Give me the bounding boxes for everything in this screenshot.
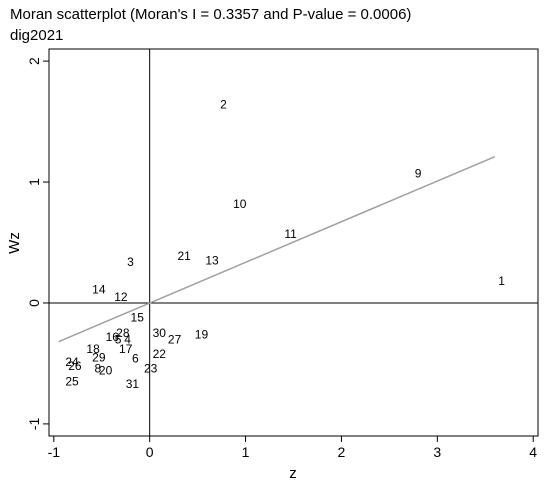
chart-subtitle: dig2021 [10, 27, 64, 44]
point-label-29: 29 [92, 350, 106, 364]
point-label-18: 18 [86, 342, 100, 356]
x-tick-label: 2 [338, 444, 346, 460]
point-label-2: 2 [220, 98, 227, 112]
point-label-30: 30 [153, 326, 167, 340]
y-tick-label: 2 [26, 57, 42, 65]
point-label-10: 10 [233, 197, 247, 211]
fit-line-group [58, 155, 496, 343]
x-axis: -1 0 1 2 3 4 [48, 436, 537, 460]
x-tick-label: -1 [48, 444, 61, 460]
y-tick-label: 0 [26, 299, 42, 307]
y-tick-label: -1 [26, 417, 42, 430]
point-label-12: 12 [114, 290, 128, 304]
point-label-17: 17 [119, 342, 133, 356]
point-label-26: 26 [68, 359, 82, 373]
x-tick-label: 3 [433, 444, 441, 460]
x-tick-label: 1 [242, 444, 250, 460]
point-label-21: 21 [178, 249, 192, 263]
point-label-14: 14 [92, 283, 106, 297]
point-label-8: 8 [95, 361, 102, 375]
point-label-25: 25 [65, 375, 79, 389]
plot-frame [48, 48, 539, 437]
y-tick-label: 1 [26, 178, 42, 186]
point-label-23: 23 [144, 361, 158, 375]
point-label-6: 6 [132, 352, 139, 366]
x-tick-label: 4 [529, 444, 537, 460]
point-label-4: 4 [124, 332, 131, 346]
point-label-16: 16 [106, 330, 120, 344]
reference-lines [49, 49, 538, 436]
point-labels: 1234568910111213141516171819202122232425… [65, 98, 505, 391]
point-label-3: 3 [127, 255, 134, 269]
chart-title: Moran scatterplot (Moran's I = 0.3357 an… [10, 6, 412, 23]
x-axis-label: z [289, 465, 297, 482]
point-label-19: 19 [195, 327, 209, 341]
point-label-22: 22 [153, 347, 167, 361]
point-label-13: 13 [205, 254, 219, 268]
point-label-31: 31 [126, 377, 140, 391]
point-label-9: 9 [415, 167, 422, 181]
point-label-27: 27 [168, 332, 182, 346]
point-label-1: 1 [498, 274, 505, 288]
point-label-5: 5 [115, 332, 122, 346]
point-label-24: 24 [65, 355, 79, 369]
point-label-20: 20 [99, 364, 113, 378]
fit-line [58, 155, 496, 343]
y-axis: -1 0 1 2 [26, 57, 49, 430]
point-label-15: 15 [131, 310, 145, 324]
x-tick-label: 0 [146, 444, 154, 460]
point-label-28: 28 [116, 326, 130, 340]
y-axis-label: Wz [6, 232, 23, 254]
point-label-11: 11 [284, 227, 297, 241]
